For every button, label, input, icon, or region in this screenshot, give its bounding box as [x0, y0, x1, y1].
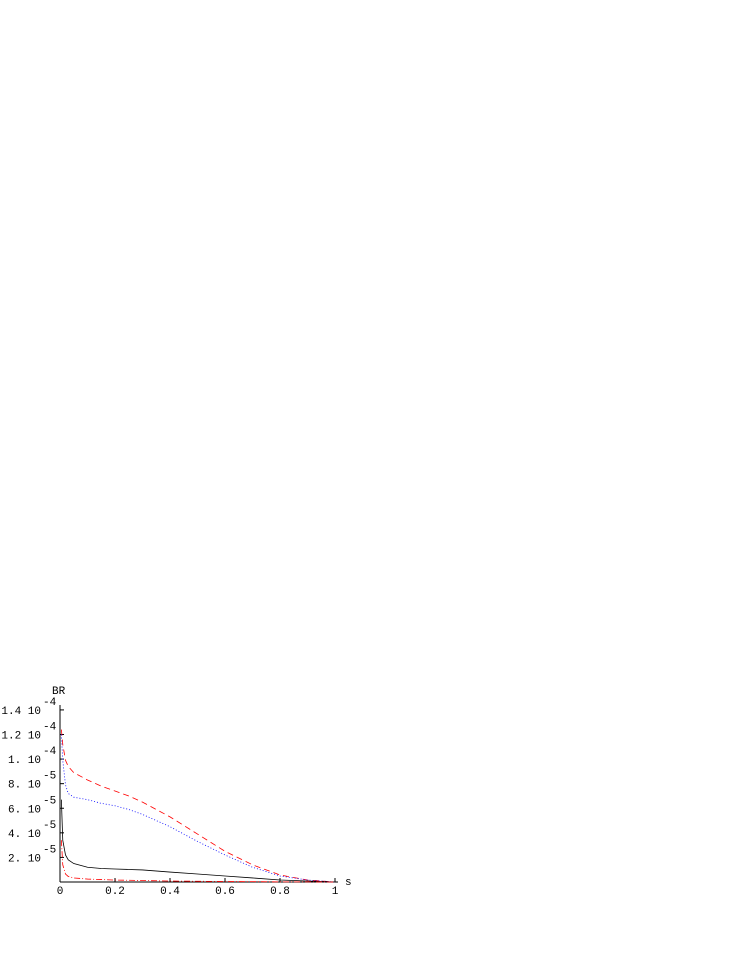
y-axis-label: BR	[52, 686, 66, 698]
x-tick-label: 0	[57, 886, 64, 898]
y-tick-power: -5	[43, 771, 56, 783]
y-tick-power: -5	[43, 795, 56, 807]
series-line	[60, 734, 336, 883]
x-tick-label: 0.4	[160, 886, 180, 898]
y-tick-power: -5	[43, 820, 56, 832]
y-tick-label: 6. 10	[8, 804, 41, 816]
x-tick-label: 0.6	[215, 886, 235, 898]
y-tick-label: 1. 10	[8, 755, 41, 767]
x-axis-label: s	[345, 877, 352, 889]
y-tick-label: 4. 10	[8, 829, 41, 841]
y-tick-power: -4	[43, 697, 57, 709]
x-tick-label: 0.8	[270, 886, 290, 898]
series-line	[60, 840, 336, 883]
y-tick-power: -5	[43, 844, 56, 856]
y-tick-power: -4	[43, 746, 57, 758]
series-line	[60, 799, 336, 883]
y-tick-label: 8. 10	[8, 780, 41, 792]
x-tick-label: 0.2	[105, 886, 125, 898]
y-tick-label: 2. 10	[8, 853, 41, 865]
y-tick-label: 1.2 10	[1, 731, 41, 743]
y-tick-power: -4	[43, 722, 57, 734]
y-tick-label: 1.4 10	[1, 706, 41, 718]
x-tick-label: 1	[332, 886, 339, 898]
series-line	[60, 729, 336, 883]
